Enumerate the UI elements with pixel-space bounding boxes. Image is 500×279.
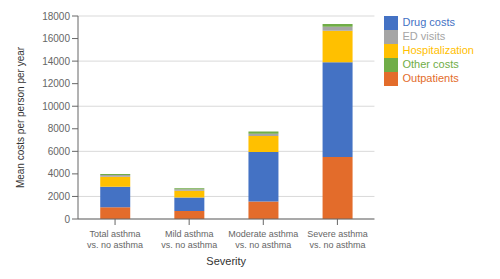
- svg-text:Severe asthmavs. no asthma: Severe asthmavs. no asthma: [307, 229, 368, 250]
- html-text:Drug costs: Drug costs: [402, 16, 455, 28]
- html-text:Outpatients: Outpatients: [402, 72, 459, 85]
- svg-text:2000: 2000: [48, 191, 71, 202]
- svg-text:Moderate asthmavs. no asthma: Moderate asthmavs. no asthma: [228, 229, 298, 250]
- html-text:Other costs: Other costs: [402, 58, 459, 71]
- svg-text:Total asthmavs. no asthma: Total asthmavs. no asthma: [87, 229, 143, 250]
- svg-text:Severity: Severity: [206, 255, 246, 267]
- svg-text:Mild asthmavs. no asthma: Mild asthmavs. no asthma: [161, 229, 217, 250]
- svg-text:4000: 4000: [48, 168, 71, 179]
- svg-text:12000: 12000: [42, 78, 70, 89]
- html-text:ED visits: ED visits: [402, 30, 446, 43]
- svg-text:6000: 6000: [48, 146, 71, 157]
- svg-text:0: 0: [64, 214, 70, 225]
- svg-text:8000: 8000: [48, 123, 71, 134]
- svg-text:18000: 18000: [42, 11, 70, 22]
- svg-text:10000: 10000: [42, 101, 70, 112]
- svg-text:16000: 16000: [42, 33, 70, 44]
- html-text:Hospitalization: Hospitalization: [402, 44, 474, 57]
- svg-text:14000: 14000: [42, 56, 70, 67]
- svg-text:Mean costs per person per year: Mean costs per person per year: [15, 46, 26, 188]
